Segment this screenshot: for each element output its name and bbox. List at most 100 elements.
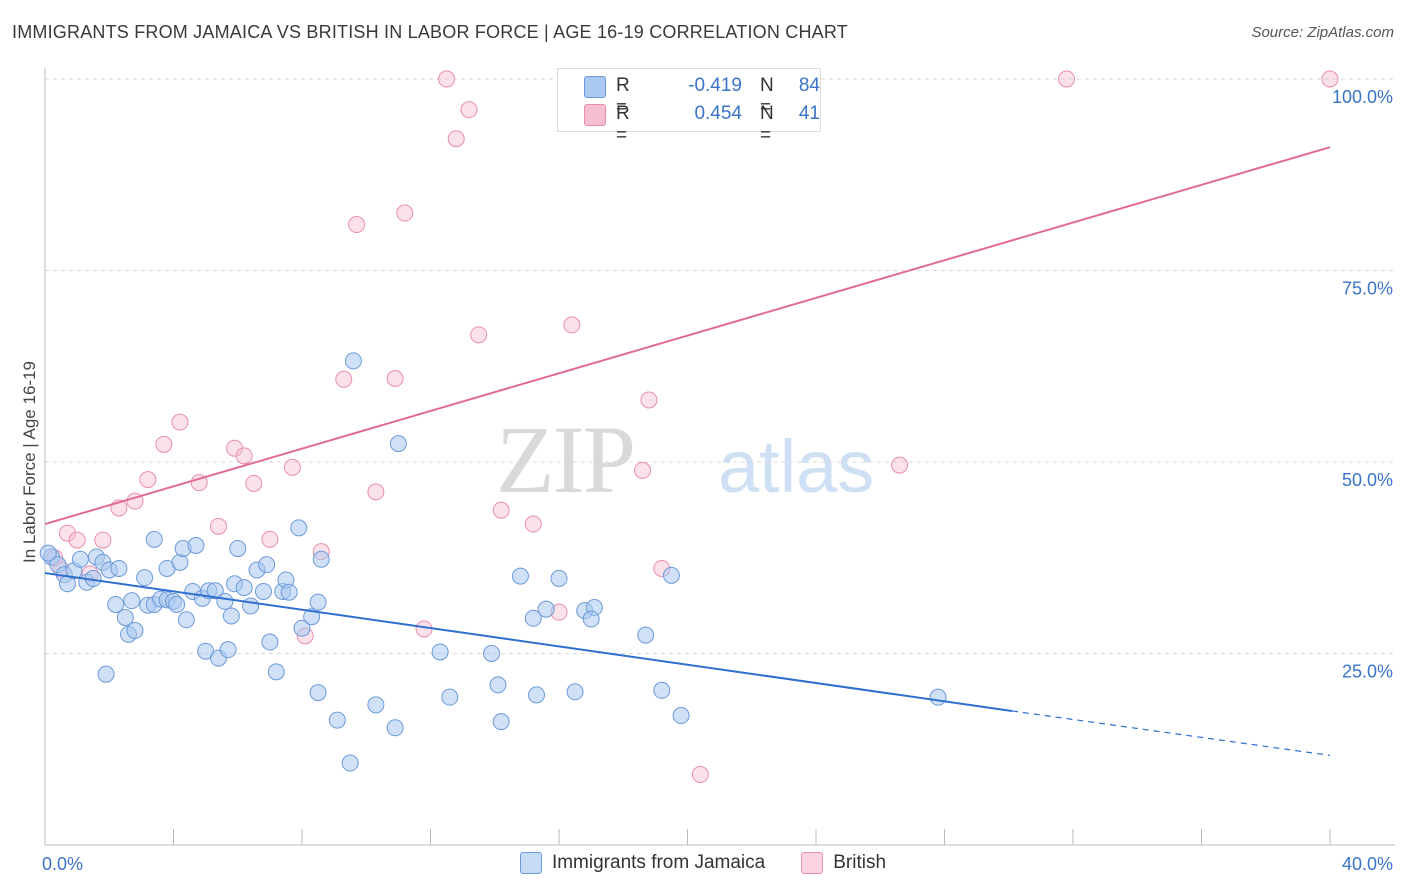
jamaica-point-56	[312, 550, 330, 568]
jamaica-point-55	[309, 593, 327, 611]
y-tick-label-75: 75.0%	[1342, 279, 1393, 299]
british-point-21	[348, 216, 366, 234]
legend-label-british: British	[833, 852, 887, 873]
jamaica-point-54	[303, 608, 321, 626]
jamaica-point-63	[389, 435, 407, 453]
axes	[44, 68, 1395, 846]
british-point-16	[261, 530, 279, 548]
jamaica-point-45	[254, 582, 272, 600]
jamaica-point-80	[662, 566, 680, 584]
y-tick-label-25: 25.0%	[1342, 662, 1393, 682]
legend-swatch-jamaica-bottom	[519, 852, 542, 874]
jamaica-point-66	[483, 645, 501, 662]
british-point-17	[283, 458, 301, 476]
tick-labels: 25.0% 50.0% 75.0% 100.0% 0.0% 40.0%	[42, 87, 1393, 874]
jamaica-point-83	[39, 544, 57, 562]
jamaica-point-16	[123, 592, 141, 610]
y-tick-label-50: 50.0%	[1342, 470, 1393, 490]
jamaica-point-43	[242, 597, 260, 615]
jamaica-point-21	[145, 530, 163, 548]
watermark-zip: ZIP	[496, 406, 634, 513]
legend-item-jamaica: Immigrants from Jamaica	[519, 852, 766, 874]
jamaica-point-42	[235, 579, 253, 597]
jamaica-points	[39, 352, 947, 772]
jamaica-point-82	[929, 688, 947, 706]
jamaica-point-61	[367, 696, 385, 714]
legend-swatch-jamaica	[584, 76, 606, 98]
british-point-31	[524, 515, 542, 533]
jamaica-point-81	[672, 707, 690, 725]
n-label-british: N =	[760, 103, 774, 146]
british-point-9	[155, 435, 173, 453]
british-point-12	[209, 517, 227, 535]
watermark-atlas: atlas	[718, 425, 874, 508]
british-point-30	[492, 501, 510, 519]
n-value-british: 41	[798, 103, 820, 124]
legend-label-jamaica: Immigrants from Jamaica	[551, 852, 766, 873]
jamaica-point-26	[168, 595, 186, 613]
watermark: ZIP atlas	[496, 406, 874, 513]
jamaica-point-70	[524, 609, 542, 627]
n-value-jamaica: 84	[798, 75, 820, 96]
british-point-23	[386, 370, 404, 388]
british-point-10	[171, 413, 189, 431]
r-label-jamaica: R =	[616, 75, 630, 118]
jamaica-point-37	[216, 592, 234, 610]
jamaica-point-12	[110, 559, 128, 577]
jamaica-point-10	[97, 665, 115, 683]
british-point-24	[396, 204, 414, 222]
jamaica-point-35	[206, 582, 224, 600]
jamaica-point-29	[177, 611, 195, 629]
r-label-british: R =	[616, 103, 630, 146]
jamaica-point-17	[126, 622, 144, 640]
jamaica-point-77	[582, 610, 600, 628]
british-point-28	[460, 101, 478, 119]
x-tick-label-min: 0.0%	[42, 854, 83, 874]
jamaica-trend-extension	[1011, 710, 1331, 756]
british-point-34	[634, 461, 652, 479]
british-point-14	[235, 447, 253, 465]
british-point-3	[68, 531, 86, 549]
source-label: Source: ZipAtlas.com	[1251, 24, 1394, 41]
british-point-8	[139, 471, 157, 489]
british-point-5	[94, 531, 112, 549]
n-label-jamaica: N =	[760, 75, 774, 118]
jamaica-point-46	[258, 556, 276, 574]
british-point-29	[470, 326, 488, 344]
jamaica-point-73	[550, 569, 568, 587]
jamaica-point-58	[328, 711, 346, 729]
jamaica-point-57	[309, 684, 327, 702]
jamaica-point-5	[71, 550, 89, 568]
jamaica-point-38	[219, 641, 237, 659]
british-point-27	[447, 130, 465, 148]
british-point-25	[415, 620, 433, 638]
jamaica-point-39	[222, 607, 240, 625]
r-value-jamaica: -0.419	[688, 75, 742, 96]
correlation-legend: R = -0.419 N = 84 R = 0.454 N = 41	[557, 68, 821, 146]
jamaica-point-65	[441, 688, 459, 706]
jamaica-trend-line	[44, 572, 1013, 712]
jamaica-point-62	[386, 719, 404, 737]
jamaica-point-67	[492, 713, 510, 731]
jamaica-point-64	[431, 643, 449, 661]
jamaica-point-71	[528, 686, 546, 704]
british-point-15	[245, 474, 263, 492]
british-point-33	[563, 316, 581, 334]
jamaica-point-78	[637, 626, 655, 644]
british-point-39	[1058, 70, 1076, 88]
jamaica-point-74	[566, 683, 584, 701]
british-point-35	[640, 391, 658, 409]
legend-item-british: British	[801, 852, 886, 874]
jamaica-point-14	[116, 608, 134, 626]
jamaica-point-52	[290, 519, 308, 537]
british-point-2	[58, 524, 76, 542]
chart-title: IMMIGRANTS FROM JAMAICA VS BRITISH IN LA…	[12, 22, 848, 42]
british-points	[46, 70, 1339, 784]
british-point-20	[335, 370, 353, 388]
jamaica-point-18	[136, 569, 154, 587]
british-point-26	[438, 70, 456, 88]
jamaica-point-69	[511, 567, 529, 585]
y-tick-label-100: 100.0%	[1332, 87, 1393, 107]
jamaica-point-48	[267, 663, 285, 681]
